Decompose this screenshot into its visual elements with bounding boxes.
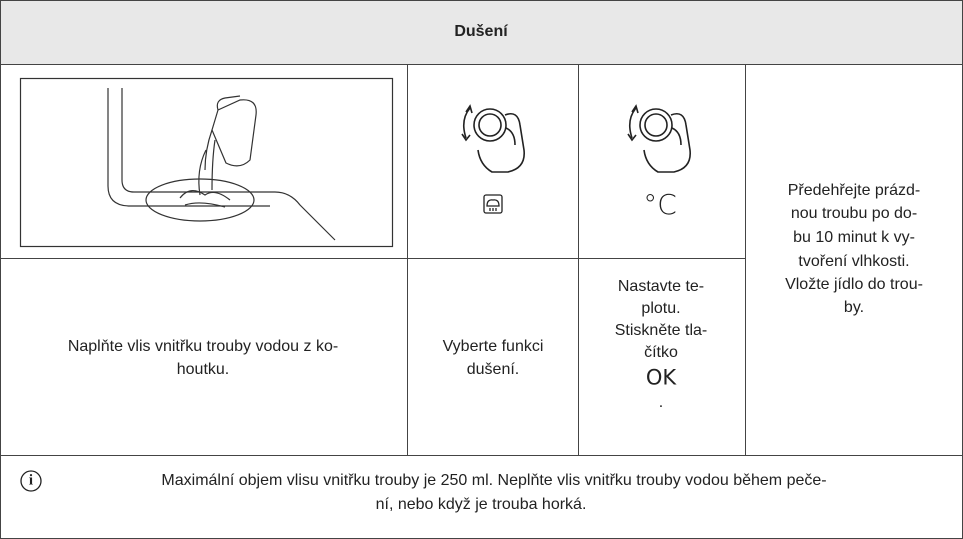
step-text: bu 10 minut k vy- [793, 229, 915, 246]
step-text: . [658, 394, 664, 411]
header-background [0, 0, 963, 64]
header-title: Dušení [454, 23, 508, 40]
note-text: ní, nebo když je trouba horká. [375, 496, 587, 513]
step-text: Naplňte vlis vnitřku trouby vodou z ko- [67, 338, 339, 355]
info-icon-letter: i [28, 472, 34, 489]
step-text: by. [843, 299, 865, 316]
info-icon [20, 470, 42, 492]
step-text: čítko [644, 344, 678, 361]
step-text: Stiskněte tla- [614, 322, 708, 339]
steam-function-icon [483, 194, 503, 214]
step-text: Vložte jídlo do trou- [785, 276, 923, 293]
step-text: Vyberte funkci [442, 338, 544, 355]
temperature-symbol: °C [643, 188, 677, 221]
fill-water-illustration [19, 77, 394, 248]
ok-button-label: OK [645, 365, 677, 390]
step-text: dušení. [466, 361, 520, 378]
step-text: Nastavte te- [617, 278, 705, 295]
note-text: Maximální objem vlisu vnitřku trouby je … [161, 472, 827, 489]
step-text: nou troubu po do- [790, 205, 918, 222]
knob-hand-icon [627, 104, 691, 173]
knob-hand-icon [461, 104, 525, 173]
step-text: Předehřejte prázd- [787, 182, 921, 199]
step-text: plotu. [641, 300, 681, 317]
step-text: tvoření vlhkosti. [798, 253, 910, 270]
step-text: houtku. [176, 361, 230, 378]
